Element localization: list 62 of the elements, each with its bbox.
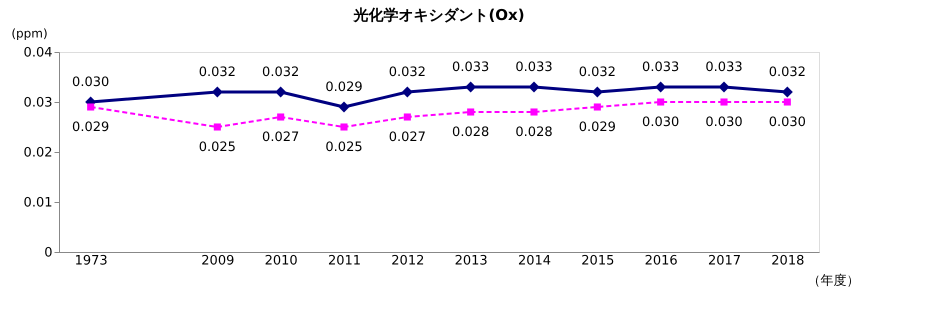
point	[784, 98, 791, 106]
point	[402, 86, 413, 98]
point	[594, 103, 601, 111]
y-tick-label: 0.02	[24, 146, 52, 160]
point	[338, 102, 350, 112]
data-label: 0.029	[578, 120, 616, 135]
data-label: 0.025	[325, 140, 363, 155]
x-tick-label: 2017	[708, 254, 742, 268]
data-label: 0.025	[198, 140, 236, 155]
point	[465, 82, 476, 92]
point	[340, 123, 348, 131]
point	[720, 98, 728, 106]
data-label: 0.030	[768, 115, 806, 130]
data-label: 0.033	[515, 60, 553, 75]
point	[214, 123, 221, 131]
data-label: 0.027	[262, 130, 300, 145]
data-label: 0.028	[515, 125, 553, 140]
data-label: 0.030	[72, 75, 110, 90]
y-tick-label: 0.01	[24, 196, 52, 210]
x-tick-label: 2009	[201, 254, 234, 268]
data-label: 0.033	[452, 60, 490, 75]
data-label: 0.032	[578, 65, 616, 80]
data-label: 0.029	[325, 80, 363, 95]
data-label: 0.027	[388, 130, 426, 145]
chart-title: 光化学オキシダント(Ox)	[352, 6, 525, 24]
y-tick-label: 0.04	[24, 46, 52, 60]
point	[467, 108, 474, 116]
data-label: 0.029	[72, 120, 110, 135]
data-label: 0.030	[642, 115, 680, 130]
data-label: 0.030	[705, 115, 743, 130]
point	[277, 113, 284, 121]
data-label: 0.032	[768, 65, 806, 80]
point	[275, 86, 286, 98]
point	[657, 98, 664, 106]
point	[782, 86, 793, 98]
x-tick-label: 1973	[74, 254, 108, 268]
x-tick-label: 2011	[328, 254, 362, 268]
data-label: 0.032	[388, 65, 426, 80]
point	[87, 103, 94, 111]
x-tick-label: 2015	[581, 254, 614, 268]
point	[655, 82, 666, 92]
x-tick-label: 2018	[771, 254, 804, 268]
point	[212, 86, 223, 98]
x-tick-label: 2012	[391, 254, 424, 268]
data-label: 0.028	[452, 125, 490, 140]
data-label: 0.033	[642, 60, 680, 75]
x-axis-title: （年度）	[808, 272, 860, 288]
point	[718, 82, 730, 92]
x-tick-label: 2010	[264, 254, 298, 268]
point	[404, 113, 411, 121]
x-tick-label: 2016	[644, 254, 678, 268]
y-tick-label: 0	[44, 246, 52, 260]
x-tick-label: 2013	[454, 254, 488, 268]
data-label: 0.033	[705, 60, 743, 75]
x-tick-label: 2014	[518, 254, 552, 268]
y-axis-title: (ppm)	[11, 26, 48, 40]
data-label: 0.032	[198, 65, 236, 80]
point	[528, 82, 540, 92]
point	[592, 86, 603, 98]
data-label: 0.032	[262, 65, 300, 80]
point	[530, 108, 538, 116]
y-tick-label: 0.03	[24, 96, 52, 110]
